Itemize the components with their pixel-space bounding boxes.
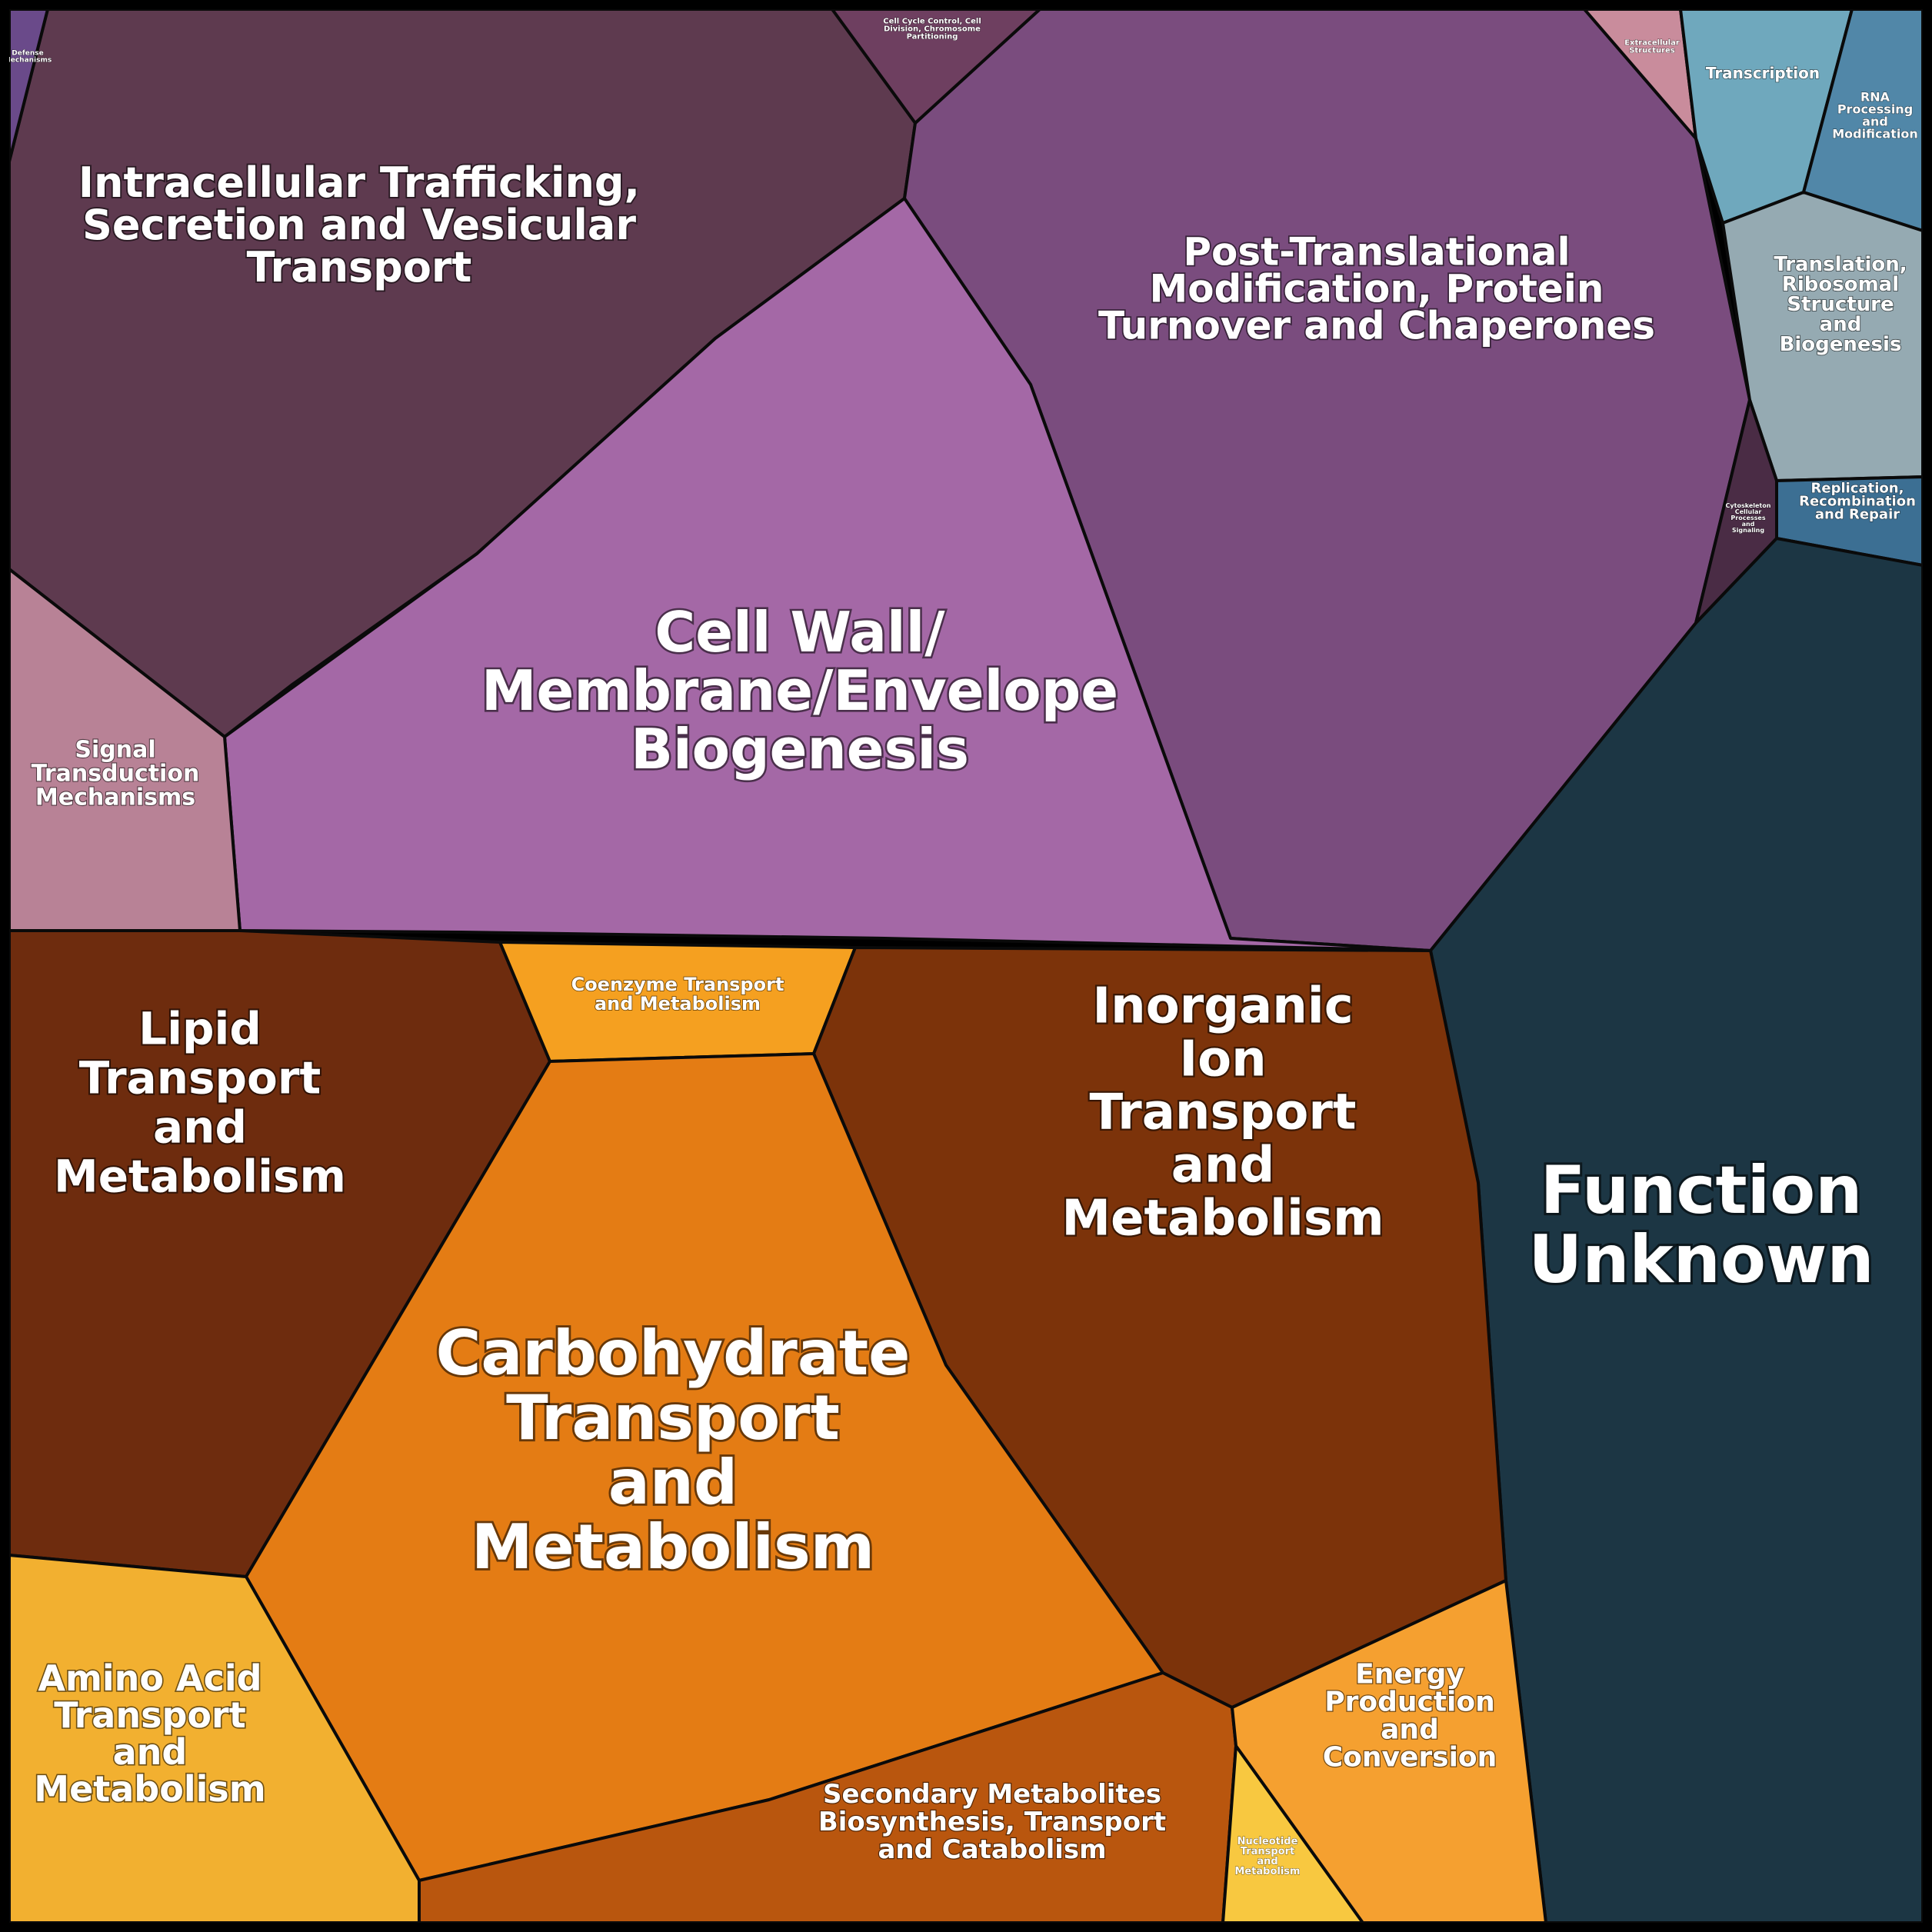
- label-line: Metabolism: [54, 1150, 346, 1202]
- label-lipid: Lipid Transport and Metabolism: [54, 1002, 346, 1202]
- label-extracellular: Extracellular Structures: [1624, 39, 1680, 55]
- label-line: Cell Cycle Control, Cell: [883, 18, 981, 26]
- label-line: Transport: [247, 243, 472, 291]
- label-line: and: [153, 1101, 247, 1153]
- label-line: Ion: [1179, 1031, 1266, 1088]
- label-signal: Signal Transduction Mechanisms: [32, 737, 200, 811]
- label-line: Production: [1324, 1687, 1495, 1718]
- label-line: Signal: [75, 737, 155, 764]
- label-line: Transcription: [1706, 64, 1820, 82]
- label-line: Biogenesis: [1780, 333, 1902, 356]
- label-line: Transport: [79, 1051, 321, 1104]
- label-secondary: Secondary Metabolites Biosynthesis, Trans…: [818, 1779, 1166, 1865]
- label-line: and: [1862, 115, 1888, 129]
- label-line: Carbohydrate: [436, 1317, 911, 1389]
- label-line: Metabolism: [471, 1511, 874, 1583]
- label-line: Biosynthesis, Transport: [818, 1807, 1166, 1837]
- label-line: Structures: [1629, 47, 1675, 55]
- label-unknown: Function Unknown: [1528, 1152, 1874, 1298]
- label-line: and: [1820, 313, 1862, 336]
- label-line: Extracellular: [1624, 39, 1680, 48]
- label-line: Transport: [54, 1694, 245, 1736]
- label-line: Mechanisms: [35, 784, 195, 811]
- label-line: Cytoskeleton: [1726, 502, 1771, 509]
- label-line: Signaling: [1732, 527, 1765, 534]
- label-line: Processes: [1730, 515, 1765, 521]
- label-line: Modification: [1832, 127, 1918, 142]
- label-transcription: Transcription: [1706, 64, 1820, 82]
- label-line: Defense: [12, 50, 43, 58]
- label-line: Metabolism: [1061, 1190, 1384, 1247]
- label-line: Processing: [1837, 102, 1913, 117]
- label-line: Transport: [1090, 1084, 1357, 1141]
- label-line: and: [1171, 1137, 1275, 1194]
- label-rna: RNA Processing and Modification: [1832, 90, 1918, 142]
- label-inorganic: Inorganic Ion Transport and Metabolism: [1061, 978, 1384, 1247]
- label-line: Inorganic: [1092, 978, 1353, 1034]
- label-line: Cellular: [1735, 508, 1762, 515]
- label-line: Transport: [1241, 1846, 1294, 1857]
- label-energy: Energy Production and Conversion: [1323, 1659, 1497, 1774]
- label-nucleotide: Nucleotide Transport and Metabolism: [1234, 1836, 1300, 1877]
- label-line: Transduction: [32, 761, 200, 788]
- label-line: and: [113, 1731, 188, 1773]
- label-line: Conversion: [1323, 1742, 1497, 1774]
- label-line: Coenzyme Transport: [571, 974, 784, 995]
- label-line: Recombination: [1799, 493, 1916, 509]
- cell-cellwall: [223, 197, 1432, 952]
- label-line: Metabolism: [34, 1768, 265, 1810]
- label-intracellular: Intracellular Trafficking, Secretion and …: [78, 158, 640, 291]
- label-line: Modification, Protein: [1149, 267, 1604, 311]
- label-line: Energy: [1355, 1659, 1464, 1690]
- label-line: and Metabolism: [595, 993, 761, 1014]
- label-line: Transport: [506, 1382, 840, 1454]
- label-line: and Repair: [1815, 506, 1900, 522]
- label-line: and: [608, 1447, 738, 1518]
- label-cellwall: Cell Wall/Membrane/Envelope Biogenesis: [481, 600, 1118, 781]
- label-line: Unknown: [1528, 1221, 1874, 1298]
- label-line: and: [1742, 521, 1755, 528]
- label-line: Post-Translational: [1183, 230, 1570, 275]
- label-line: and: [1257, 1856, 1277, 1867]
- label-line: Ribosomal: [1782, 273, 1899, 296]
- label-line: Amino Acid: [38, 1657, 261, 1699]
- label-line: Replication,: [1811, 480, 1904, 496]
- label-line: Cell Wall/: [655, 600, 945, 665]
- label-line: and Catabolism: [878, 1834, 1106, 1865]
- label-line: RNA: [1860, 90, 1890, 105]
- label-line: Secretion and Vesicular: [82, 201, 636, 249]
- label-line: Partitioning: [907, 33, 958, 42]
- label-line: Translation,: [1774, 253, 1907, 276]
- label-defense: Defense Mechanisms: [4, 50, 52, 65]
- label-line: Metabolism: [1234, 1866, 1300, 1877]
- label-carbohydrate: Carbohydrate Transport and Metabolism: [436, 1317, 911, 1583]
- labels-layer: Intracellular Trafficking, Secretion and …: [3, 17, 1918, 1878]
- label-line: Mechanisms: [4, 57, 52, 65]
- label-line: Division, Chromosome: [884, 25, 981, 34]
- label-line: Biogenesis: [631, 717, 969, 781]
- cells-layer: [8, 8, 1924, 1924]
- label-line: Secondary Metabolites: [823, 1779, 1161, 1810]
- label-line: Function: [1541, 1152, 1863, 1229]
- label-coenzyme: Coenzyme Transport and Metabolism: [571, 974, 784, 1014]
- label-replication: Replication, Recombination and Repair: [1799, 480, 1916, 522]
- label-aminoacid: Amino Acid Transport and Metabolism: [34, 1657, 265, 1810]
- label-line: Nucleotide: [1237, 1836, 1298, 1847]
- label-line: Intracellular Trafficking,: [78, 158, 640, 207]
- label-line: Lipid: [138, 1002, 261, 1054]
- label-cytoskeleton: Cytoskeleton Cellular Processes and Signalin…: [1726, 502, 1771, 534]
- label-line: and: [1381, 1714, 1439, 1746]
- label-line: Structure: [1787, 293, 1894, 316]
- label-ptm: Post-Translational Modification, Protein T…: [1098, 230, 1655, 348]
- label-cellcycle: Cell Cycle Control, Cell Division, Chromo…: [883, 18, 981, 42]
- label-line: Membrane/Envelope: [481, 658, 1118, 723]
- label-line: Turnover and Chaperones: [1098, 304, 1655, 348]
- label-translation: Translation, Ribosomal Structure and Biogene…: [1774, 253, 1907, 356]
